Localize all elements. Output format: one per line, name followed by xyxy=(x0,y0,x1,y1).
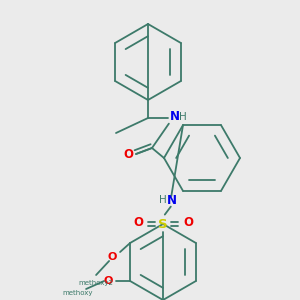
Text: O: O xyxy=(133,217,143,230)
Text: O: O xyxy=(123,148,133,160)
Text: methoxy2: methoxy2 xyxy=(79,280,113,286)
Text: methoxy: methoxy xyxy=(63,290,93,296)
Text: H: H xyxy=(179,112,187,122)
Text: O: O xyxy=(103,276,113,286)
Text: H: H xyxy=(159,195,167,205)
Text: O: O xyxy=(183,217,193,230)
Text: N: N xyxy=(167,194,177,206)
Text: O: O xyxy=(107,252,117,262)
Text: S: S xyxy=(158,218,168,230)
Text: N: N xyxy=(170,110,180,124)
